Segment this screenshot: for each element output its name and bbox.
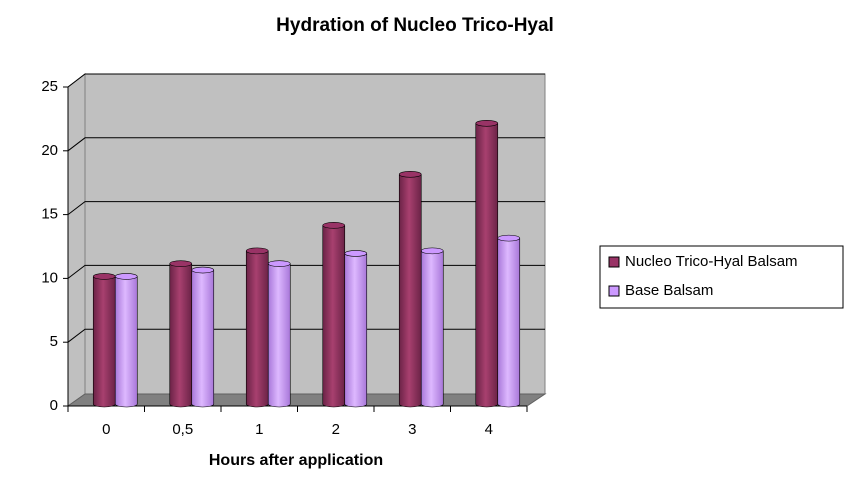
bar <box>475 123 498 404</box>
x-tick-label: 0 <box>102 421 110 438</box>
bar <box>268 263 291 404</box>
grid-line <box>67 328 545 343</box>
bar-top <box>322 222 346 229</box>
bar <box>421 250 444 404</box>
legend-swatch <box>608 285 620 297</box>
grid-line <box>67 137 545 152</box>
bar <box>169 263 192 404</box>
x-axis-title: Hours after application <box>209 452 383 469</box>
bar-top <box>497 234 521 242</box>
bar-top <box>344 250 368 257</box>
y-tick-label: 10 <box>41 269 58 286</box>
legend-label: Nucleo Trico-Hyal Balsam <box>625 253 798 270</box>
bar <box>322 225 345 404</box>
legend <box>599 245 844 309</box>
bar-top <box>169 260 193 267</box>
bar <box>399 174 422 404</box>
bar-top <box>420 247 444 255</box>
bar <box>93 276 116 404</box>
bar <box>497 238 520 404</box>
bar-top <box>191 266 215 274</box>
x-tick-label: 1 <box>255 421 263 438</box>
bar <box>115 276 138 404</box>
bar <box>246 250 269 404</box>
y-tick-label: 0 <box>50 397 58 414</box>
x-tick-label: 2 <box>332 421 340 438</box>
y-tick-label: 20 <box>41 142 58 159</box>
bar-top <box>475 119 499 127</box>
bar-top <box>398 171 422 178</box>
bar-top <box>245 247 269 255</box>
legend-label: Base Balsam <box>625 282 713 299</box>
legend-swatch <box>608 256 620 268</box>
bar-top <box>267 260 291 267</box>
y-tick-label: 15 <box>41 206 58 223</box>
x-tick-label: 0,5 <box>172 421 193 438</box>
floor <box>66 393 547 407</box>
grid-line <box>67 201 545 215</box>
y-tick-label: 5 <box>50 333 58 350</box>
y-tick-label: 25 <box>41 78 58 95</box>
side-wall <box>67 72 86 407</box>
chart-title: Hydration of Nucleo Trico-Hyal <box>276 15 554 36</box>
x-tick-label: 4 <box>485 421 493 438</box>
bar-top <box>114 273 138 280</box>
grid-line <box>67 264 545 279</box>
bar-top <box>92 273 116 280</box>
x-tick-label: 3 <box>408 421 416 438</box>
bar <box>191 270 214 404</box>
grid-line <box>67 73 545 88</box>
bar <box>344 253 367 404</box>
